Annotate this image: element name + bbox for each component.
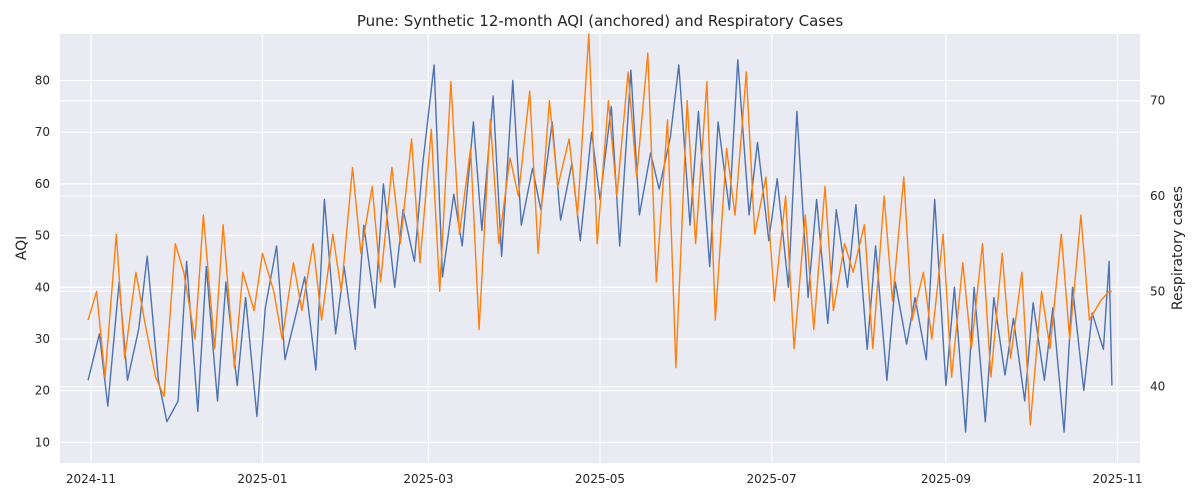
chart-title: Pune: Synthetic 12-month AQI (anchored) … xyxy=(357,12,843,30)
x-tick-label: 2025-01 xyxy=(237,472,287,486)
y-tick-label: 30 xyxy=(35,332,50,346)
x-tick-label: 2025-05 xyxy=(575,472,625,486)
y-axis-label: AQI xyxy=(14,236,30,260)
y2-axis-label: Respiratory cases xyxy=(1170,186,1186,310)
y-tick-label: 60 xyxy=(35,177,50,191)
x-tick-label: 2025-07 xyxy=(746,472,796,486)
respiratory-cases-line xyxy=(87,33,1112,426)
y-tick-label: 20 xyxy=(35,384,50,398)
y2-tick-label: 60 xyxy=(1150,189,1165,203)
x-tick-label: 2025-03 xyxy=(403,472,453,486)
y2-tick-label: 40 xyxy=(1150,380,1165,394)
y-tick-label: 50 xyxy=(35,229,50,243)
aqi-line xyxy=(87,59,1113,433)
y-tick-label: 80 xyxy=(35,74,50,88)
series-layer xyxy=(87,33,1113,433)
tick-labels: 2024-11 2025-01 2025-03 2025-05 2025-07 2025-… xyxy=(35,74,1166,486)
x-tick-label: 2025-11 xyxy=(1092,472,1142,486)
y-tick-label: 10 xyxy=(35,435,50,449)
y2-tick-label: 50 xyxy=(1150,284,1165,298)
x-tick-label: 2025-09 xyxy=(921,472,971,486)
y-tick-label: 40 xyxy=(35,280,50,294)
x-tick-label: 2024-11 xyxy=(66,472,116,486)
y2-tick-label: 70 xyxy=(1150,94,1165,108)
y-tick-label: 70 xyxy=(35,125,50,139)
